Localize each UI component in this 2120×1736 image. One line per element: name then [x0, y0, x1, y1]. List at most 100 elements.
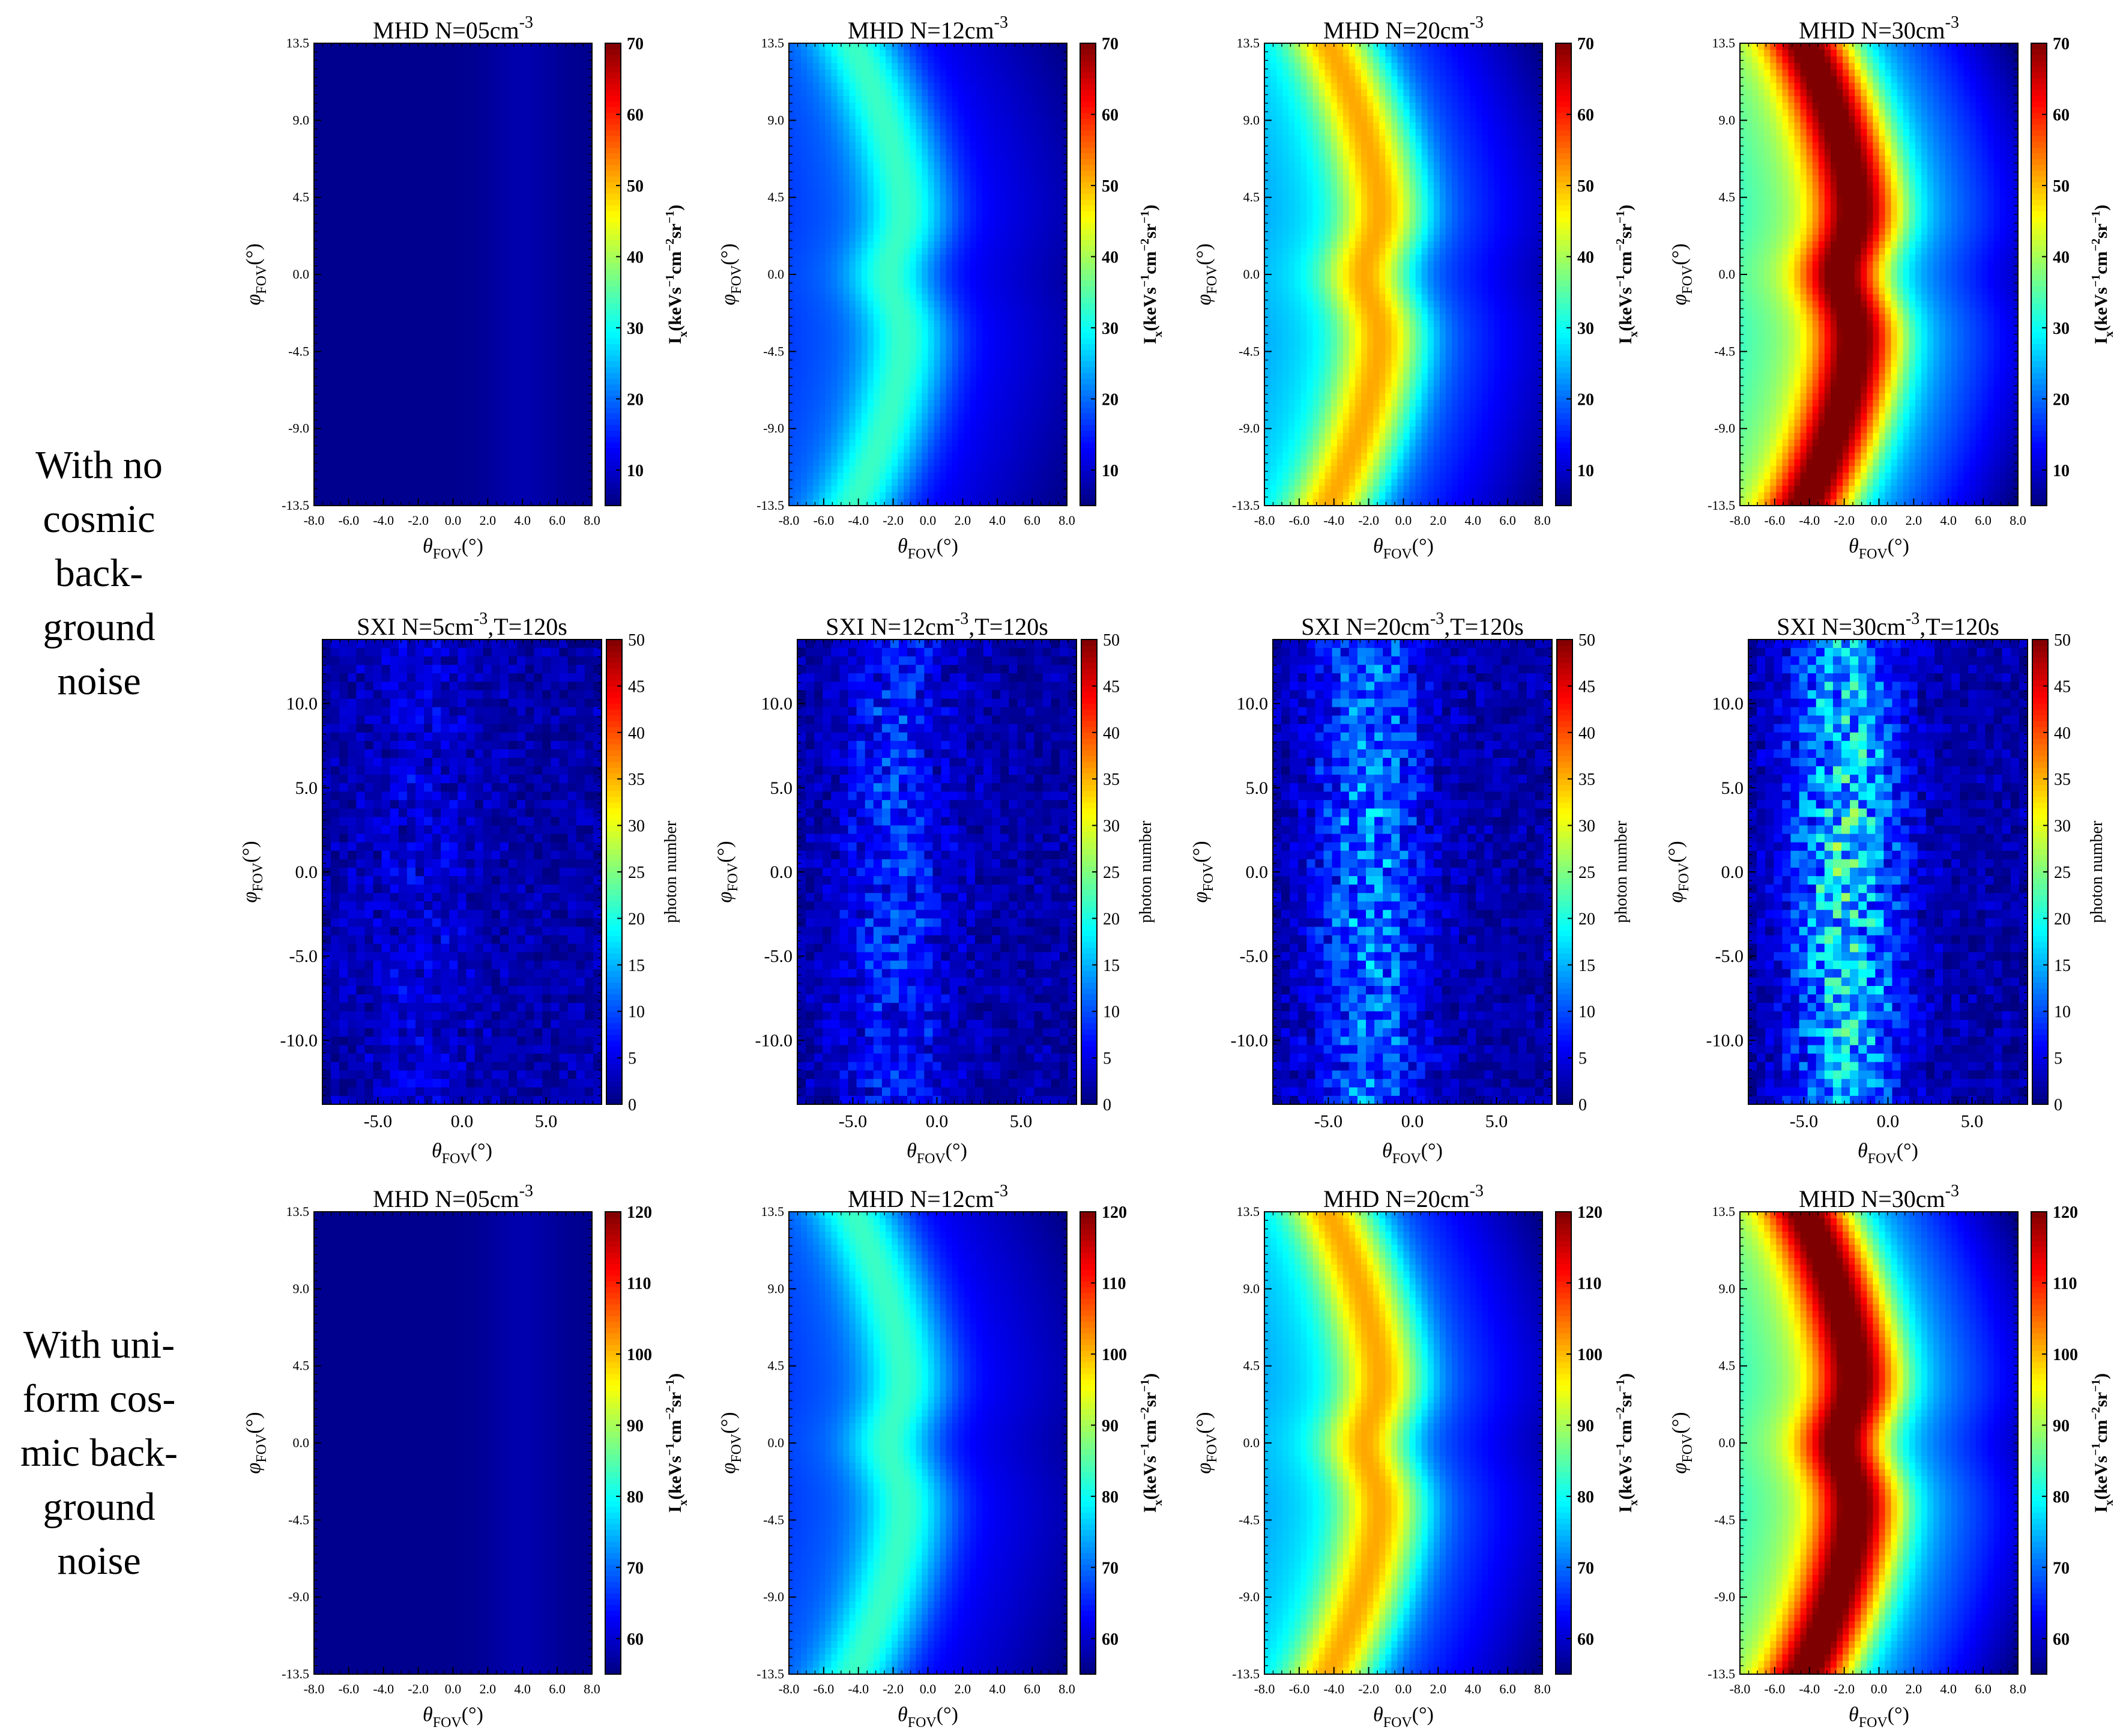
heatmap-cell [580, 321, 587, 328]
heatmap-cell [795, 83, 802, 90]
heatmap-cell [417, 63, 423, 70]
heatmap-cell [338, 274, 345, 282]
heatmap-cell [465, 268, 472, 275]
heatmap-cell [477, 189, 484, 196]
heatmap-cell [471, 440, 478, 447]
heatmap-cell [363, 162, 369, 169]
heatmap-cell [435, 189, 441, 196]
heatmap-cell [405, 281, 411, 288]
heatmap-cell [946, 83, 953, 90]
heatmap-cell [580, 274, 587, 282]
heatmap-cell [399, 149, 405, 156]
heatmap-cell [562, 255, 569, 262]
heatmap-cell [423, 367, 429, 374]
heatmap-cell [405, 453, 411, 460]
heatmap-cell [344, 393, 351, 401]
heatmap-cell [326, 367, 333, 374]
heatmap-cell [405, 162, 411, 169]
heatmap-cell [495, 63, 502, 70]
heatmap-cell [489, 479, 496, 486]
heatmap-cell [568, 222, 575, 229]
heatmap-cell [1049, 70, 1055, 77]
heatmap-cell [574, 407, 581, 414]
colorbar-segment [605, 309, 621, 315]
heatmap-cell [387, 228, 393, 235]
heatmap-cell [501, 354, 508, 361]
heatmap-cell [477, 116, 484, 123]
heatmap-cell [447, 189, 453, 196]
heatmap-cell [326, 294, 333, 301]
heatmap-cell [338, 407, 345, 414]
heatmap-cell [550, 274, 557, 282]
heatmap-cell [465, 486, 472, 493]
heatmap-cell [471, 169, 478, 176]
heatmap-cell [429, 499, 435, 506]
heatmap-cell [892, 89, 898, 97]
heatmap-cell [356, 453, 363, 460]
heatmap-cell [910, 103, 916, 110]
heatmap-cell [543, 288, 550, 295]
heatmap-cell [369, 248, 375, 255]
heatmap-cell [411, 281, 417, 288]
heatmap-cell [477, 149, 484, 156]
heatmap-cell [483, 83, 490, 90]
heatmap-cell [423, 268, 429, 275]
heatmap-cell [447, 103, 453, 110]
heatmap-cell [580, 63, 587, 70]
heatmap-cell [550, 195, 557, 202]
heatmap-cell [586, 235, 593, 242]
heatmap-cell [519, 294, 526, 301]
heatmap-cell [562, 288, 569, 295]
heatmap-cell [556, 136, 563, 143]
heatmap-cell [574, 360, 581, 367]
heatmap-cell [465, 446, 472, 453]
heatmap-cell [519, 486, 526, 493]
heatmap-cell [369, 76, 375, 83]
heatmap-cell [525, 393, 532, 401]
heatmap-cell [471, 380, 478, 387]
heatmap-cell [332, 334, 339, 341]
heatmap-cell [1012, 83, 1019, 90]
heatmap-cell [465, 169, 472, 176]
heatmap-cell [1037, 56, 1043, 64]
heatmap-cell [356, 195, 363, 202]
heatmap-cell [580, 407, 587, 414]
heatmap-cell [525, 321, 532, 328]
heatmap-cell [363, 374, 369, 381]
heatmap-cell [525, 162, 532, 169]
heatmap-cell [525, 400, 532, 407]
heatmap-cell [369, 314, 375, 321]
heatmap-cell [375, 175, 381, 183]
heatmap-cell [489, 63, 496, 70]
heatmap-cell [586, 400, 593, 407]
heatmap-cell [399, 136, 405, 143]
heatmap-cell [314, 347, 321, 354]
heatmap-cell [375, 499, 381, 506]
heatmap-cell [369, 162, 375, 169]
heatmap-cell [574, 215, 581, 222]
heatmap-cell [338, 156, 345, 163]
heatmap-cell [459, 314, 466, 321]
heatmap-cell [314, 413, 321, 420]
heatmap-cell [856, 89, 862, 97]
heatmap-cell [807, 70, 814, 77]
heatmap-cell [495, 380, 502, 387]
heatmap-cell [363, 479, 369, 486]
heatmap-cell [489, 334, 496, 341]
heatmap-cell [356, 156, 363, 163]
heatmap-cell [387, 202, 393, 209]
heatmap-cell [940, 83, 947, 90]
heatmap-cell [537, 354, 544, 361]
heatmap-cell [423, 50, 429, 57]
heatmap-cell [363, 70, 369, 77]
heatmap-cell [363, 189, 369, 196]
heatmap-cell [423, 162, 429, 169]
heatmap-cell [447, 294, 453, 301]
heatmap-cell [465, 175, 472, 183]
heatmap-cell [537, 129, 544, 136]
heatmap-cell [807, 76, 814, 83]
heatmap-cell [562, 76, 569, 83]
heatmap-cell [369, 307, 375, 315]
heatmap-cell [381, 281, 387, 288]
heatmap-cell [411, 420, 417, 427]
